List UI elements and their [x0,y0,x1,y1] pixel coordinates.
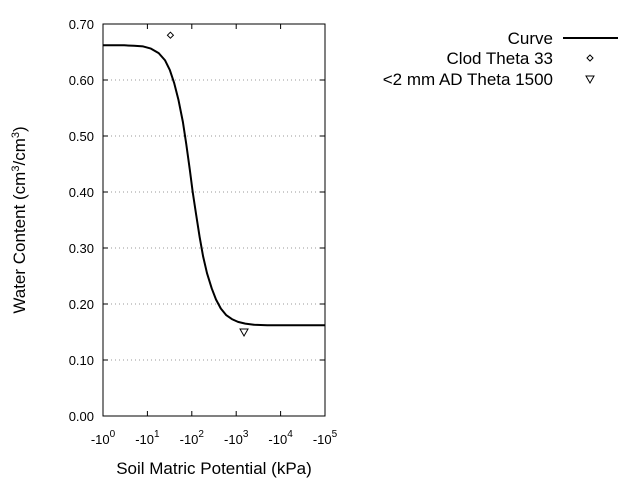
y-tick-label: 0.10 [69,353,94,368]
y-axis-title-prefix: Water Content (cm [10,172,29,314]
legend-marker-triangle [585,75,595,85]
x-tick-label-base: -10 [91,432,110,447]
series-layer [103,31,325,338]
y-axis-title-sup1: 3 [10,166,22,172]
y-tick-label: 0.00 [69,409,94,424]
x-axis-title: Soil Matric Potential (kPa) [116,459,312,478]
y-tick-label: 0.20 [69,297,94,312]
legend-label-clod-theta-33: Clod Theta 33 [447,49,553,68]
y-axis-title-suffix: ) [10,126,29,132]
y-tick-label: 0.70 [69,17,94,32]
x-tick-label-exponent: 5 [332,429,338,440]
grid-lines [103,79,325,361]
x-tick-label-base: -10 [268,432,287,447]
x-tick-label-base: -10 [180,432,199,447]
legend-label-ad-theta-1500: <2 mm AD Theta 1500 [383,70,553,89]
x-tick-label-exponent: 3 [243,429,249,440]
y-tick-label: 0.30 [69,241,94,256]
x-tick-label-exponent: 2 [198,429,204,440]
x-tick-label: -105 [313,429,338,447]
data-point-clod-theta-33 [166,31,175,39]
y-axis-title: Water Content (cm3/cm3) [10,126,29,313]
axis-ticks: 0.000.100.200.300.400.500.600.70-100 -101… [69,17,338,447]
legend: Curve Clod Theta 33 <2 mm AD Theta 1500 [383,29,618,89]
series-line-curve [103,44,325,327]
x-tick-label-base: -10 [313,432,332,447]
x-tick-label-base: -10 [135,432,154,447]
x-tick-label-base: -10 [224,432,243,447]
x-tick-label: -101 [135,429,160,447]
x-tick-label-exponent: 4 [287,429,293,440]
x-tick-label: -104 [268,429,293,447]
y-tick-label: 0.40 [69,185,94,200]
y-tick-label: 0.50 [69,129,94,144]
x-tick-label: -100 [91,429,116,447]
x-tick-label: -103 [224,429,249,447]
y-axis-title-mid: /cm [10,138,29,165]
y-tick-label: 0.60 [69,73,94,88]
data-point-ad-theta-1500 [239,328,249,338]
x-tick-label-exponent: 0 [110,429,116,440]
y-axis-title-sup2: 3 [10,132,22,138]
legend-label-curve: Curve [508,29,553,48]
plot-frame [102,23,326,417]
x-tick-label-exponent: 1 [154,429,160,440]
x-tick-label: -102 [180,429,205,447]
legend-marker-diamond [586,54,594,62]
